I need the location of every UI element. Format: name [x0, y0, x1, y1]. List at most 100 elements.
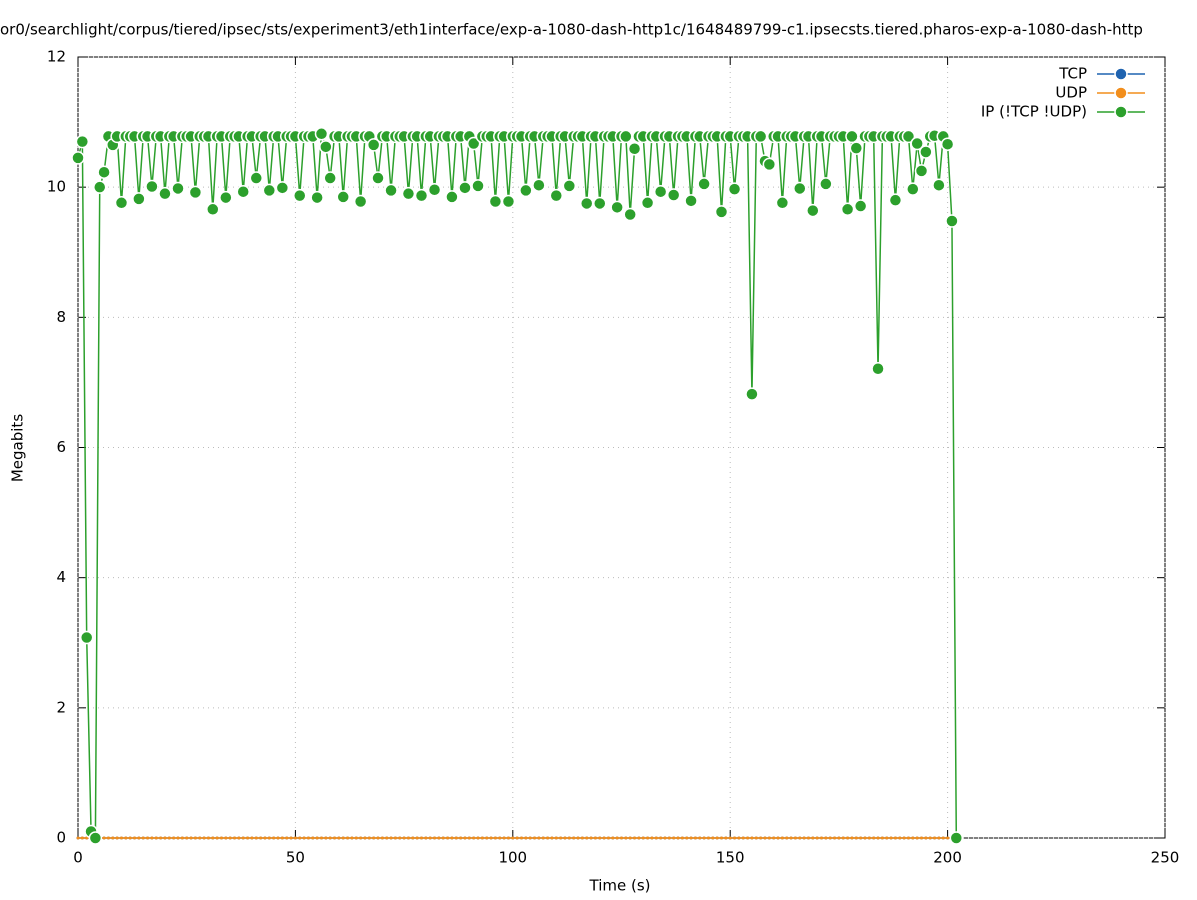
data-point [898, 836, 902, 840]
data-point [724, 836, 728, 840]
data-point [154, 836, 158, 840]
data-point [549, 188, 564, 203]
data-point [775, 196, 790, 210]
data-point [623, 207, 637, 222]
data-point [750, 836, 754, 840]
y-tick-label: 12 [47, 48, 66, 66]
data-point [193, 836, 197, 840]
data-point [640, 196, 655, 210]
data-point [372, 836, 376, 840]
data-point [563, 836, 567, 840]
data-point [206, 836, 210, 840]
data-point [471, 179, 485, 193]
data-point [346, 836, 350, 840]
data-point [185, 836, 189, 840]
data-point [241, 836, 245, 840]
data-point [467, 836, 471, 840]
data-point [580, 836, 584, 840]
data-point [445, 190, 459, 204]
data-point [637, 836, 641, 840]
data-point [280, 836, 284, 840]
data-point [706, 836, 710, 840]
data-point [119, 836, 123, 840]
data-point [627, 142, 642, 156]
data-point [323, 171, 337, 185]
data-point [615, 836, 619, 840]
data-point [620, 836, 623, 840]
data-point [359, 836, 363, 840]
legend-label: IP (!TCP !UDP) [981, 103, 1087, 121]
data-point [680, 836, 684, 840]
data-point [114, 196, 129, 210]
legend-label: TCP [1058, 65, 1087, 83]
data-point [380, 836, 384, 840]
data-point [228, 836, 232, 840]
data-point [137, 836, 141, 840]
data-point [941, 836, 945, 840]
data-point [867, 836, 871, 840]
data-point [450, 836, 454, 840]
data-point [806, 203, 820, 218]
data-point [111, 836, 115, 840]
data-point [246, 836, 250, 840]
data-point [602, 836, 606, 840]
data-point [393, 836, 397, 840]
data-point [567, 836, 571, 840]
data-point [336, 190, 350, 204]
data-point [502, 836, 506, 840]
data-point [189, 836, 193, 840]
data-point [292, 188, 307, 203]
data-point [363, 836, 367, 840]
data-point [350, 836, 354, 840]
data-point [501, 194, 516, 209]
x-tick-label: 100 [498, 849, 527, 867]
data-point [236, 184, 250, 199]
data-point [920, 836, 924, 840]
data-point [849, 141, 864, 155]
data-point [806, 836, 810, 840]
y-tick-label: 6 [56, 438, 66, 456]
data-point [650, 836, 654, 840]
data-point [845, 129, 859, 144]
data-point [859, 836, 863, 840]
data-point [71, 151, 85, 165]
data-point [219, 836, 223, 840]
data-point [841, 836, 845, 840]
data-point [324, 836, 328, 840]
data-point [550, 836, 554, 840]
data-point [367, 836, 371, 840]
x-axis-label: Time (s) [589, 877, 651, 895]
data-point [180, 836, 184, 840]
data-point [293, 836, 297, 840]
data-point [206, 202, 220, 217]
data-point [610, 200, 624, 215]
data-point [314, 127, 329, 141]
data-point [559, 836, 563, 840]
data-point [633, 836, 637, 840]
data-point [124, 836, 128, 840]
y-tick-label: 8 [56, 308, 66, 326]
data-point [354, 836, 358, 840]
data-point [593, 196, 607, 211]
data-point [789, 836, 793, 840]
data-point [298, 836, 302, 840]
data-point [659, 836, 663, 840]
data-point [828, 836, 832, 840]
data-point [167, 836, 171, 840]
data-point [872, 836, 876, 840]
data-point [519, 836, 523, 840]
data-point [132, 192, 146, 206]
data-point [667, 836, 671, 840]
data-point [75, 134, 90, 149]
data-point [811, 836, 815, 840]
data-point [459, 836, 463, 840]
data-point [798, 836, 802, 840]
data-point [145, 179, 159, 194]
data-point [88, 831, 103, 845]
data-point [219, 190, 233, 205]
data-point [698, 836, 702, 840]
data-point [949, 831, 964, 845]
data-point [741, 836, 745, 840]
data-point [441, 836, 445, 840]
